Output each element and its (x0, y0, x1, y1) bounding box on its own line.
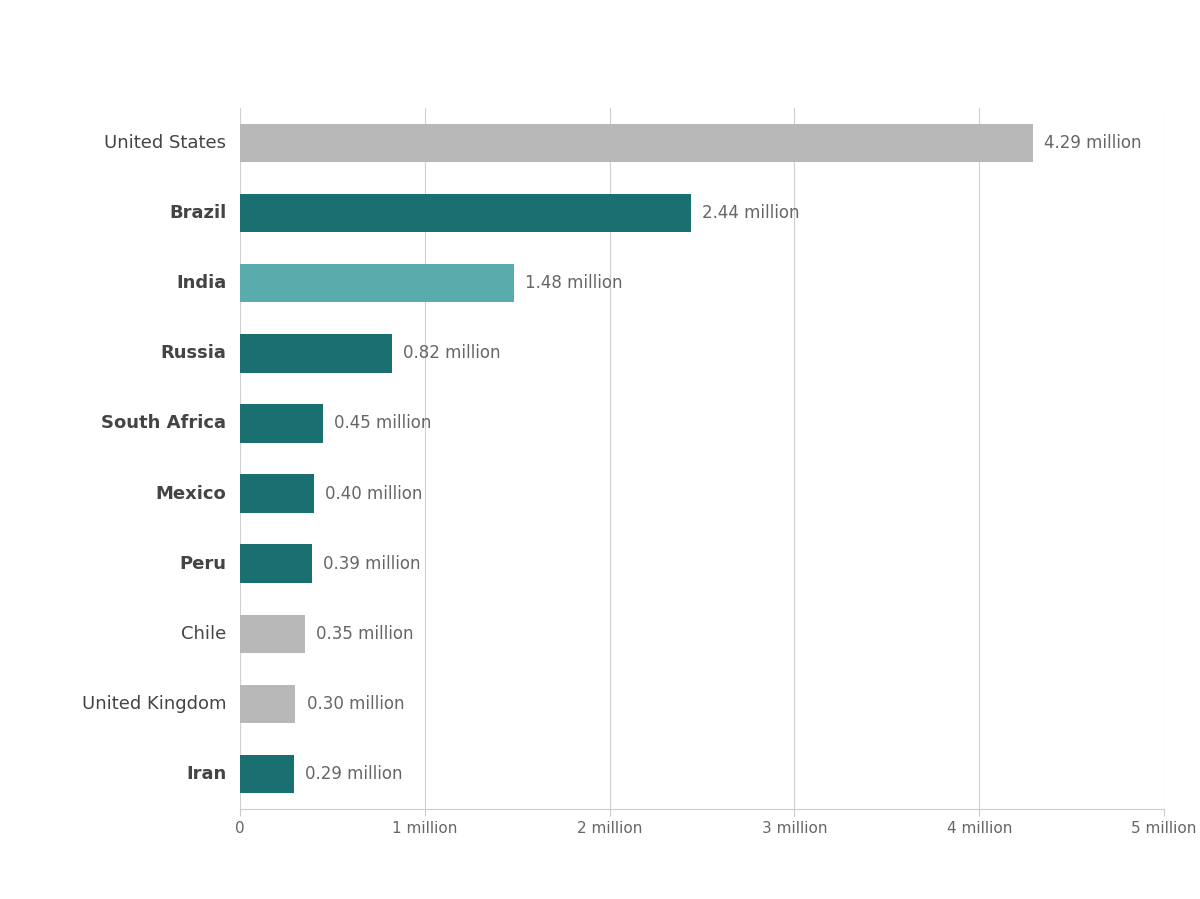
Bar (240, 755, 294, 793)
Text: 1.48 million: 1.48 million (524, 274, 622, 292)
Text: 0.45 million: 0.45 million (335, 414, 432, 432)
Text: Iran: Iran (186, 765, 226, 783)
Bar (240, 194, 691, 232)
Text: 4.29 million: 4.29 million (1044, 134, 1141, 152)
Text: Chile: Chile (181, 625, 226, 643)
Text: Brazil: Brazil (169, 204, 226, 222)
Text: United Kingdom: United Kingdom (82, 695, 226, 713)
Text: Peru: Peru (179, 555, 226, 573)
Text: 0.40 million: 0.40 million (325, 485, 422, 503)
Text: South Africa: South Africa (101, 414, 226, 432)
Text: India: India (176, 274, 226, 292)
Bar (240, 405, 323, 442)
Bar (240, 615, 305, 653)
Bar (240, 685, 295, 723)
Text: Mexico: Mexico (155, 485, 226, 503)
Text: Russia: Russia (161, 344, 226, 362)
Text: 0.35 million: 0.35 million (316, 625, 413, 643)
Bar (240, 334, 391, 372)
Text: 0.82 million: 0.82 million (403, 344, 500, 362)
Text: 0.30 million: 0.30 million (306, 695, 404, 713)
Bar (240, 264, 514, 302)
Text: 2.44 million: 2.44 million (702, 204, 799, 222)
Text: United States: United States (104, 134, 226, 152)
Text: 0.29 million: 0.29 million (305, 765, 402, 783)
Bar (240, 124, 1033, 162)
Bar (240, 475, 314, 512)
Text: 0.39 million: 0.39 million (323, 555, 421, 573)
Bar (240, 545, 312, 583)
